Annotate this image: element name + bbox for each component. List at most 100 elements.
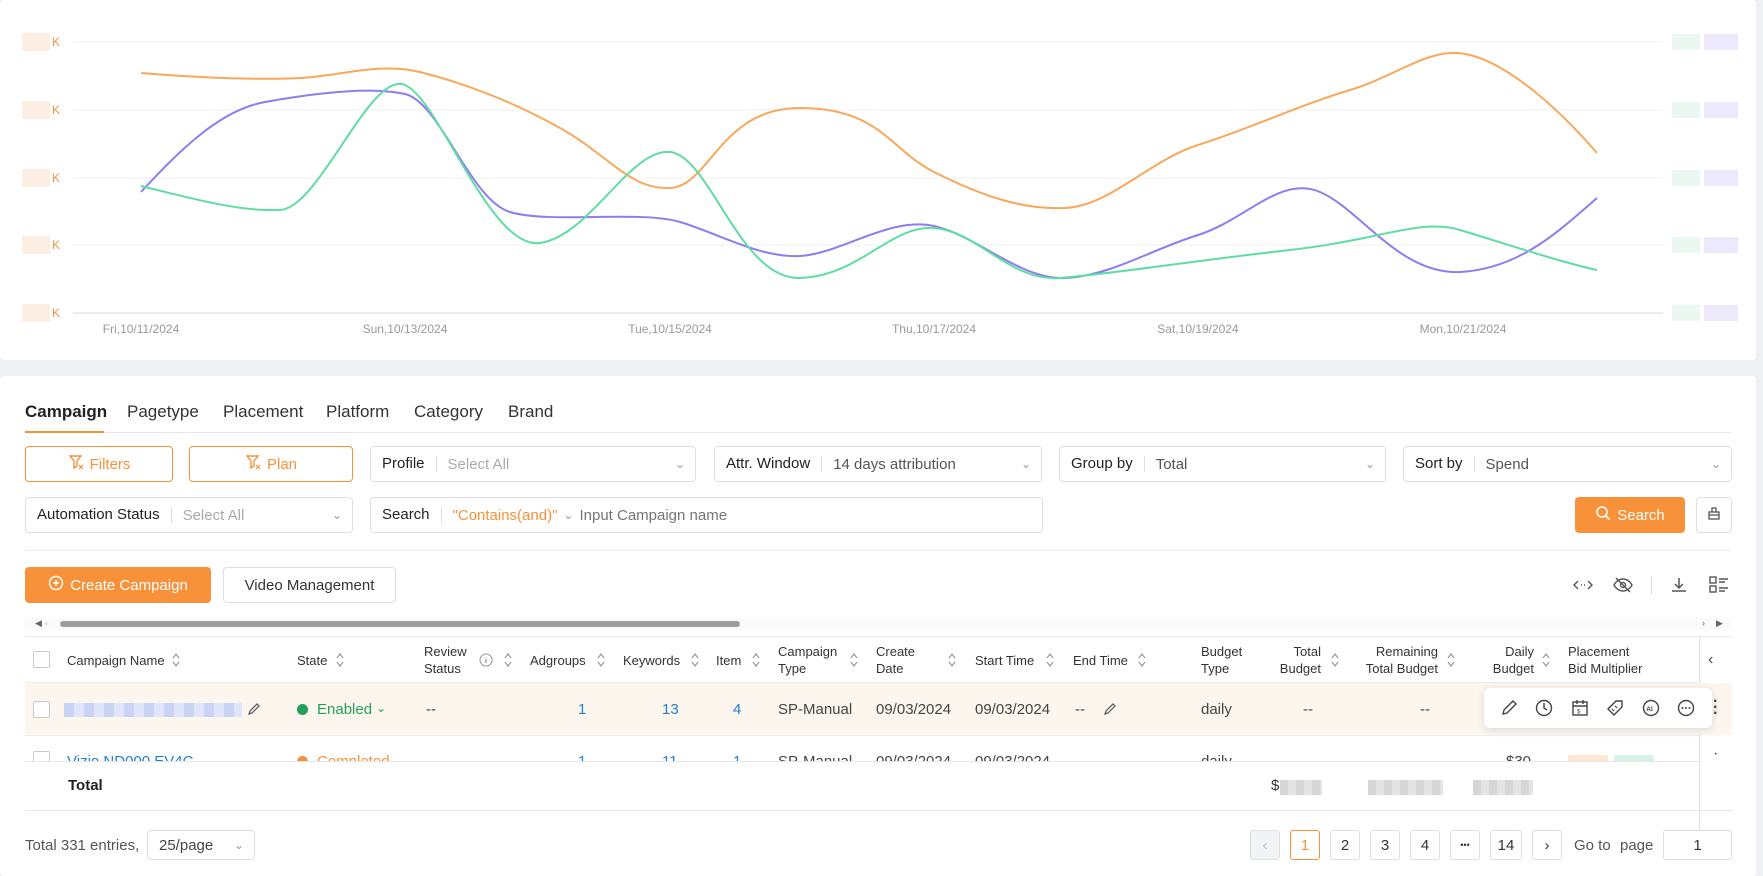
automation-status-label: Automation Status bbox=[26, 507, 172, 523]
calendar-icon[interactable]: $ bbox=[1571, 699, 1589, 717]
col-create-date[interactable]: Create Date bbox=[876, 643, 915, 677]
col-remaining-total-budget[interactable]: Remaining Total Budget bbox=[1348, 643, 1438, 677]
create-campaign-button[interactable]: Create Campaign bbox=[25, 567, 211, 603]
clear-filters-button[interactable] bbox=[1696, 497, 1732, 533]
more-vertical-icon[interactable]: · bbox=[1713, 745, 1719, 762]
sort-icon[interactable] bbox=[849, 651, 859, 669]
eye-off-icon[interactable] bbox=[1610, 572, 1636, 598]
scroll-left-icon[interactable]: ◀ bbox=[35, 618, 42, 628]
scroll-right-icon[interactable]: ▶ bbox=[1716, 618, 1723, 628]
keywords-link[interactable]: 13 bbox=[662, 701, 679, 718]
search-button[interactable]: Search bbox=[1575, 497, 1685, 533]
col-end-time[interactable]: End Time bbox=[1073, 653, 1128, 668]
page-button-1[interactable]: 1 bbox=[1290, 830, 1320, 860]
tab-placement[interactable]: Placement bbox=[223, 402, 304, 421]
expand-columns-icon[interactable] bbox=[1570, 572, 1596, 598]
row-checkbox[interactable] bbox=[33, 701, 50, 718]
sort-icon[interactable] bbox=[503, 651, 513, 669]
scroll-left-step-icon[interactable]: ‹ bbox=[45, 618, 48, 628]
collapse-left-icon[interactable]: ‹ bbox=[1708, 651, 1714, 668]
col-campaign-name[interactable]: Campaign Name bbox=[67, 653, 165, 668]
col-budget-type[interactable]: Budget Type bbox=[1201, 643, 1242, 677]
tab-category[interactable]: Category bbox=[414, 402, 483, 421]
goto-page-input[interactable] bbox=[1663, 830, 1732, 860]
more-vertical-icon[interactable]: · · · bbox=[1713, 693, 1719, 722]
clock-icon[interactable] bbox=[1535, 699, 1553, 717]
page-button-14[interactable]: 14 bbox=[1490, 830, 1522, 860]
scrollbar-thumb[interactable] bbox=[60, 621, 740, 627]
sort-icon[interactable] bbox=[1137, 651, 1147, 669]
col-keywords[interactable]: Keywords bbox=[623, 653, 681, 668]
col-state[interactable]: State bbox=[297, 653, 328, 668]
sort-icon[interactable] bbox=[596, 651, 606, 669]
sort-icon[interactable] bbox=[751, 651, 761, 669]
more-horizontal-icon[interactable] bbox=[1677, 699, 1695, 717]
more-pages-icon[interactable]: ••• bbox=[1450, 830, 1480, 860]
sort-icon[interactable] bbox=[171, 651, 181, 669]
select-all-checkbox[interactable] bbox=[33, 651, 50, 668]
group-by-select[interactable]: Group by Total ⌄ bbox=[1059, 446, 1386, 482]
ai-icon[interactable]: AI bbox=[1642, 699, 1660, 717]
state-value[interactable]: Completed bbox=[317, 753, 390, 761]
chevron-down-icon[interactable]: ⌄ bbox=[376, 701, 387, 715]
next-page-button[interactable]: › bbox=[1532, 830, 1562, 860]
sort-icon[interactable] bbox=[1446, 651, 1456, 669]
search-mode-select[interactable]: "Contains(and)" bbox=[452, 506, 558, 524]
col-total-budget[interactable]: Total Budget bbox=[1278, 643, 1321, 677]
col-placement-bid-multiplier[interactable]: Placement Bid Multiplier bbox=[1568, 643, 1642, 677]
tag-icon[interactable] bbox=[1606, 699, 1624, 717]
col-campaign-type[interactable]: Campaign Type bbox=[778, 643, 837, 677]
sort-icon[interactable] bbox=[690, 651, 700, 669]
col-review-status[interactable]: Review Status bbox=[424, 643, 467, 677]
tab-pagetype[interactable]: Pagetype bbox=[127, 402, 199, 421]
attr-window-select[interactable]: Attr. Window 14 days attribution ⌄ bbox=[714, 446, 1042, 482]
tab-brand[interactable]: Brand bbox=[508, 402, 554, 421]
campaign-search-field[interactable]: Search "Contains(and)" ⌄ bbox=[370, 497, 1043, 533]
sort-icon[interactable] bbox=[1045, 651, 1055, 669]
plus-circle-icon bbox=[48, 575, 64, 595]
item-link[interactable]: 4 bbox=[733, 701, 742, 718]
col-adgroups[interactable]: Adgroups bbox=[530, 653, 586, 668]
sort-icon[interactable] bbox=[1330, 651, 1340, 669]
adgroups-link[interactable]: 1 bbox=[578, 753, 586, 761]
keywords-link[interactable]: 11 bbox=[662, 753, 678, 761]
table-horizontal-scrollbar[interactable]: ◀ ‹ › ▶ bbox=[25, 618, 1732, 630]
row-checkbox[interactable] bbox=[33, 751, 50, 761]
tab-campaign[interactable]: Campaign bbox=[25, 402, 108, 421]
sort-by-value: Spend bbox=[1485, 455, 1529, 473]
automation-status-select[interactable]: Automation Status Select All ⌄ bbox=[25, 497, 353, 533]
edit-name-icon[interactable] bbox=[247, 702, 261, 716]
page-button-4[interactable]: 4 bbox=[1410, 830, 1440, 860]
adgroups-link[interactable]: 1 bbox=[578, 701, 587, 718]
prev-page-button[interactable]: ‹ bbox=[1250, 830, 1280, 860]
table-row[interactable]: Vizio ND000 EV4C Completed 1 11 1 SP-Man… bbox=[25, 736, 1699, 761]
page-button-3[interactable]: 3 bbox=[1370, 830, 1400, 860]
video-management-button[interactable]: Video Management bbox=[223, 567, 396, 603]
campaign-name-redacted[interactable] bbox=[64, 703, 242, 717]
sort-icon[interactable] bbox=[947, 651, 957, 669]
page-button-2[interactable]: 2 bbox=[1330, 830, 1360, 860]
column-settings-icon[interactable] bbox=[1706, 572, 1732, 598]
search-input[interactable] bbox=[579, 506, 1042, 524]
edit-end-time-icon[interactable] bbox=[1103, 702, 1117, 716]
table-row[interactable] bbox=[25, 683, 1732, 735]
plan-button[interactable]: Plan bbox=[189, 446, 353, 482]
download-icon[interactable] bbox=[1666, 572, 1692, 598]
item-link[interactable]: 1 bbox=[733, 753, 741, 761]
col-daily-budget[interactable]: Daily Budget bbox=[1488, 643, 1534, 677]
sort-by-select[interactable]: Sort by Spend ⌄ bbox=[1403, 446, 1732, 482]
edit-icon[interactable] bbox=[1500, 699, 1518, 717]
profile-select[interactable]: Profile Select All ⌄ bbox=[370, 446, 696, 482]
page-size-select[interactable]: 25/page ⌄ bbox=[147, 830, 255, 860]
col-start-time[interactable]: Start Time bbox=[975, 653, 1035, 668]
scroll-right-step-icon[interactable]: › bbox=[1702, 618, 1705, 628]
sort-icon[interactable] bbox=[335, 651, 345, 669]
state-value[interactable]: Enabled bbox=[317, 701, 373, 718]
tab-platform[interactable]: Platform bbox=[326, 402, 390, 421]
info-icon[interactable] bbox=[479, 653, 493, 667]
sort-icon[interactable] bbox=[1541, 651, 1551, 669]
broom-icon bbox=[1706, 505, 1722, 525]
col-item[interactable]: Item bbox=[716, 653, 742, 668]
campaign-name-link[interactable]: Vizio ND000 EV4C bbox=[67, 753, 193, 761]
filters-button[interactable]: Filters bbox=[25, 446, 173, 482]
